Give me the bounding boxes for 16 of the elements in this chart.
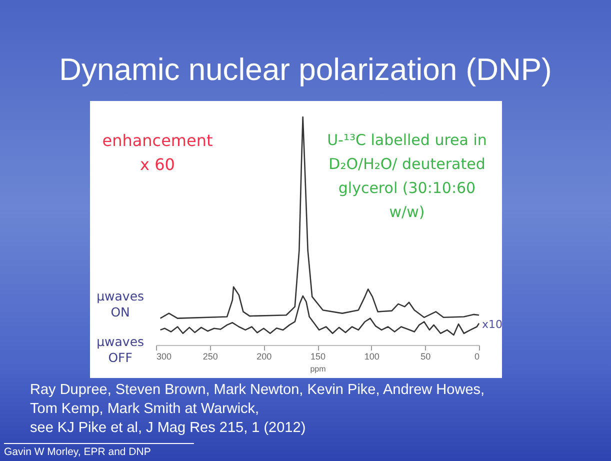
x-tick-label: 200 [256,352,272,362]
x-tick-label: 300 [156,352,172,362]
text: Gavin W Morley, EPR and DNP [4,443,194,459]
annotation: U-¹³C labelled urea in D₂O/H₂O/ deuterated glycerol (30:10:60 w/w) [326,130,488,223]
annotation: enhancement x 60 [101,130,214,176]
x-tick-label: 100 [364,352,380,362]
x-tick-label: 150 [310,352,326,362]
x-tick-label: 50 [420,352,431,362]
text: see KJ Pike et al, J Mag Res 215, 1 (2012) [30,419,307,438]
x-axis-title: ppm [310,364,326,374]
text: x10 [482,318,503,331]
x-tick-label: 250 [202,352,218,362]
series-label: μwaves OFF [96,334,144,365]
x-tick-label: 0 [474,352,480,362]
series-label: μwaves ON [96,288,144,320]
chart-title: Dynamic nuclear polarization (DNP) [58,52,553,88]
